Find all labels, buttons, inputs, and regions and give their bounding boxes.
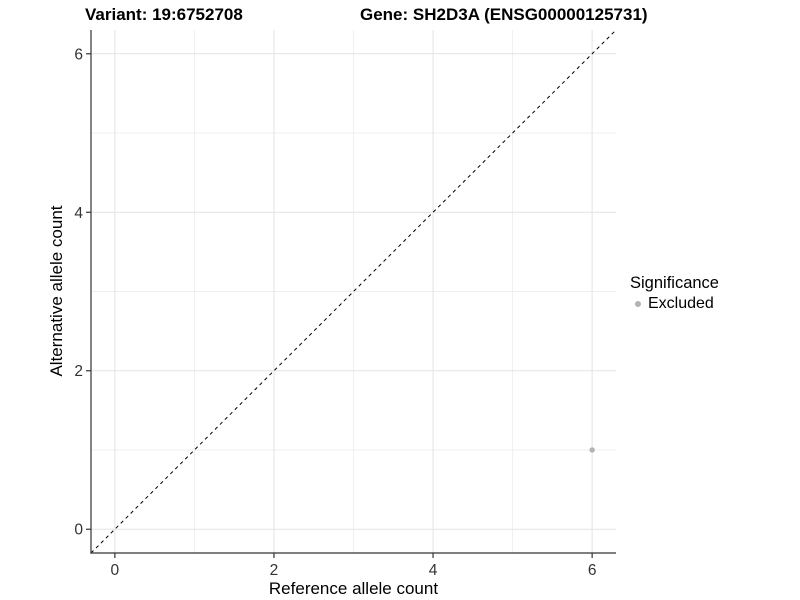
plot-title-gene: Gene: SH2D3A (ENSG00000125731) (360, 5, 648, 24)
legend-entry-excluded: Excluded (630, 295, 719, 313)
svg-text:6: 6 (74, 46, 83, 63)
legend: Significance Excluded (630, 274, 719, 313)
svg-text:4: 4 (429, 562, 438, 579)
x-axis-label: Reference allele count (268, 579, 439, 598)
svg-text:2: 2 (74, 363, 83, 380)
legend-title: Significance (630, 274, 719, 292)
svg-text:0: 0 (74, 522, 83, 539)
svg-text:2: 2 (270, 562, 279, 579)
y-axis-label: Alternative allele count (47, 205, 66, 377)
legend-point-icon (635, 301, 641, 307)
svg-text:4: 4 (74, 205, 83, 222)
svg-text:0: 0 (111, 562, 120, 579)
svg-text:6: 6 (588, 562, 597, 579)
legend-entry-label: Excluded (648, 295, 714, 312)
plot-title-variant: Variant: 19:6752708 (85, 5, 243, 24)
